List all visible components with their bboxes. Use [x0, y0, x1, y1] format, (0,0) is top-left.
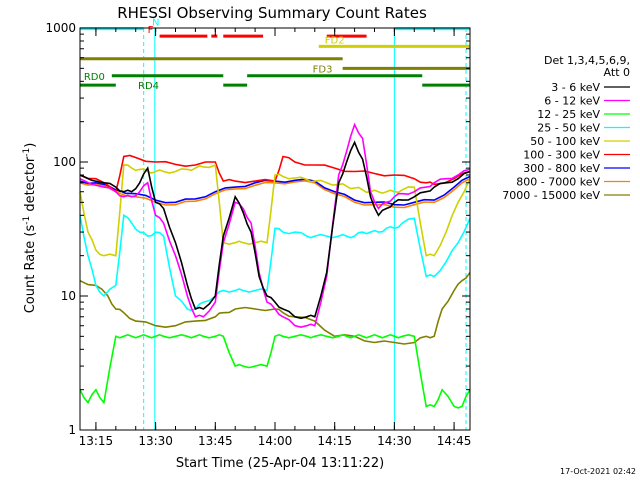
legend-header-0: Det 1,3,4,5,6,9, — [544, 54, 630, 67]
legend-label-6: 300 - 800 keV — [523, 162, 600, 175]
state-label-RD0: RD0 — [84, 72, 105, 83]
state-label-N: N — [152, 18, 159, 29]
series-line-4 — [79, 163, 471, 257]
state-label-FD2: FD2 — [325, 35, 345, 46]
state-label-F: F — [148, 25, 154, 36]
series-line-8 — [79, 271, 471, 345]
legend-label-5: 100 - 300 keV — [523, 149, 600, 162]
series-line-7 — [79, 177, 471, 209]
y-tick-label-1: 10 — [61, 289, 76, 303]
y-tick-label-0: 1 — [68, 423, 76, 437]
x-tick-label-2: 13:45 — [198, 434, 233, 448]
legend-label-4: 50 - 100 keV — [530, 135, 600, 148]
axes: 13:15 13:30 13:45 14:00 14:15 14:30 14:45 1 10 10… — [45, 21, 471, 448]
x-tick-label-5: 14:30 — [377, 434, 412, 448]
legend-label-2: 12 - 25 keV — [537, 108, 600, 121]
legend-label-3: 25 - 50 keV — [537, 122, 600, 135]
x-tick-label-1: 13:30 — [138, 434, 173, 448]
legend-label-8: 7000 - 15000 keV — [502, 189, 600, 202]
plot-area: NF FD2 FD3 RD0 RD4 — [79, 18, 471, 430]
footer-date: 17-Oct-2021 02:42 — [560, 467, 636, 476]
x-tick-label-3: 14:00 — [258, 434, 293, 448]
series-line-1 — [79, 122, 471, 329]
series-line-0 — [79, 140, 471, 320]
x-axis-label: Start Time (25-Apr-04 13:11:22) — [176, 456, 384, 471]
state-label-RD4: RD4 — [138, 81, 159, 92]
legend-label-0: 3 - 6 keV — [551, 81, 600, 94]
x-tick-label-0: 13:15 — [79, 434, 114, 448]
chart-title: RHESSI Observing Summary Count Rates — [117, 4, 427, 22]
series-line-3 — [79, 213, 471, 312]
state-label-FD3: FD3 — [313, 64, 333, 75]
y-tick-label-3: 1000 — [45, 21, 76, 35]
legend-label-7: 800 - 7000 keV — [516, 176, 600, 189]
x-tick-label-6: 14:45 — [437, 434, 472, 448]
legend-header-1: Att 0 — [604, 66, 630, 79]
y-axis-label: Count Rate (s-1 detector-1) — [22, 143, 38, 314]
x-tick-label-4: 14:15 — [317, 434, 352, 448]
legend-label-1: 6 - 12 keV — [544, 95, 600, 108]
series-line-2 — [79, 333, 471, 409]
y-tick-label-2: 100 — [53, 155, 76, 169]
